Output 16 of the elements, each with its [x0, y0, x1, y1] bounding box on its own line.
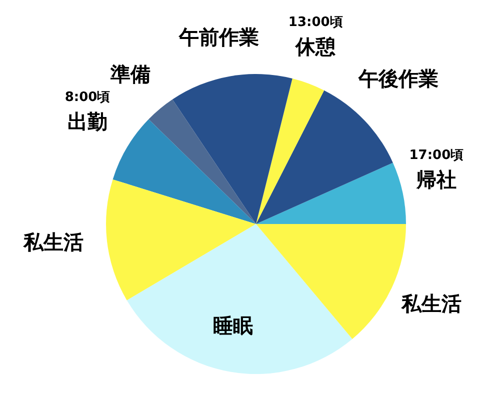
slice-label: 準備 — [109, 62, 150, 86]
slice-label: 休憩 — [294, 34, 337, 58]
slice-label: 午前作業 — [178, 25, 260, 50]
slice-label: 睡眠 — [212, 313, 253, 338]
pie-slice — [256, 162, 406, 224]
pie-slice — [148, 99, 256, 224]
text: 17:00頃 — [409, 148, 464, 163]
text: 13:00頃 — [288, 14, 343, 30]
slice-label: 帰社 — [415, 167, 456, 192]
text: 8:00頃 — [64, 90, 110, 106]
slice-label: 出勤 — [68, 110, 108, 134]
pie-slice — [112, 119, 256, 224]
slice-label: 午後作業 — [358, 66, 439, 91]
slice-label: 私生活 — [400, 291, 462, 316]
slice-label: 私生活 — [22, 230, 84, 254]
pie-slice — [126, 224, 352, 374]
